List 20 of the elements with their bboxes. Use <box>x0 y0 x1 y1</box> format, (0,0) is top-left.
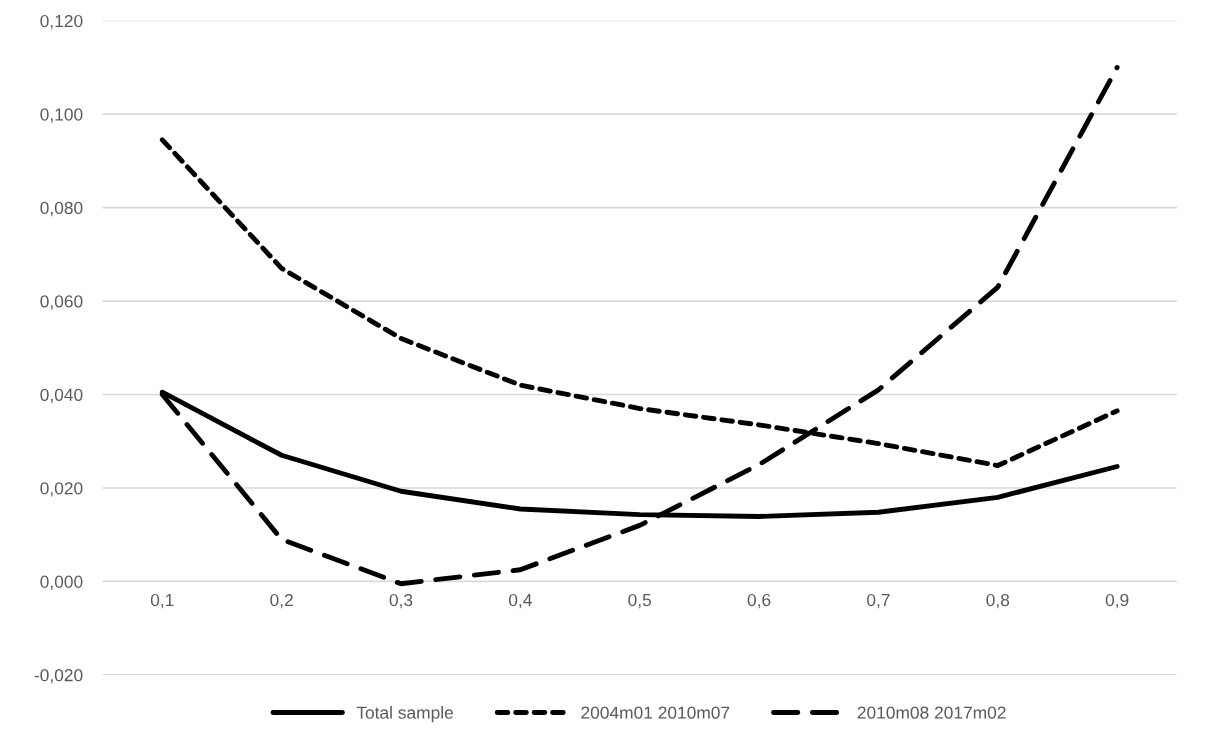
x-tick-label: 0,8 <box>986 593 1010 609</box>
y-tick-label: -0,020 <box>34 669 83 684</box>
y-tick-label: 0,120 <box>40 14 83 30</box>
legend-label: 2004m01 2010m07 <box>581 706 730 719</box>
x-tick-label: 0,5 <box>628 593 652 609</box>
y-tick-label: 0,080 <box>40 201 83 217</box>
x-tick-label: 0,1 <box>150 593 174 609</box>
x-tick-label: 0,6 <box>747 593 771 609</box>
y-tick-label: 0,000 <box>40 575 83 590</box>
x-tick-label: 0,7 <box>867 593 890 609</box>
y-tick-label: 0,020 <box>40 482 83 497</box>
x-tick-label: 0,2 <box>270 593 293 609</box>
y-tick-label: 0,060 <box>40 295 83 310</box>
x-tick-label: 0,9 <box>1105 593 1129 609</box>
y-tick-label: 0,100 <box>40 108 83 123</box>
legend-label: Total sample <box>356 706 453 723</box>
legend-label: 2010m08 2017m02 <box>857 706 1006 719</box>
x-tick-label: 0,4 <box>508 593 532 609</box>
y-tick-label: 0,040 <box>40 388 83 404</box>
x-tick-label: 0,3 <box>389 593 413 609</box>
